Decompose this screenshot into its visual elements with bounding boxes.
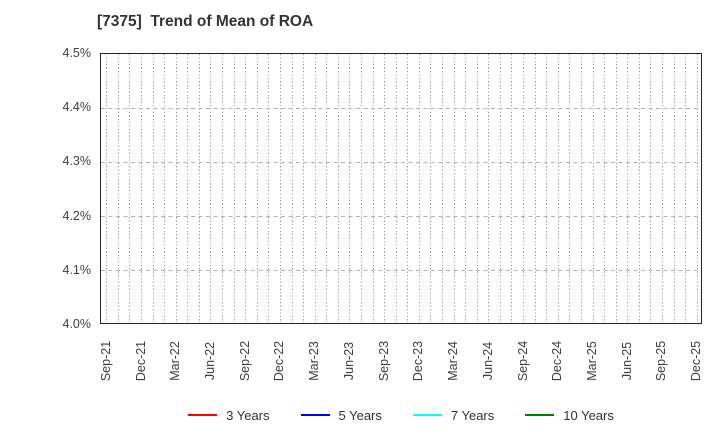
gridline-vertical [534,54,536,323]
gridline-vertical [337,54,339,323]
legend-label: 5 Years [338,407,382,423]
x-tick-label: Dec-21 [133,340,148,382]
gridline-vertical [418,54,420,323]
gridline-vertical [372,54,374,323]
gridline-vertical [661,54,663,323]
x-tick-label: Jun-25 [619,341,634,381]
y-tick-label: 4.0% [62,317,92,331]
gridline-vertical [222,54,224,323]
gridline-vertical [523,54,525,323]
gridline-vertical [164,54,166,323]
x-tick-label: Dec-24 [550,340,565,382]
gridline-vertical [465,54,467,323]
gridline-vertical [499,54,501,323]
x-tick-label: Sep-25 [654,340,669,382]
x-tick-label: Sep-23 [376,340,391,382]
gridline-vertical [268,54,270,323]
gridline-vertical [604,54,606,323]
legend-label: 7 Years [450,407,495,423]
gridline-vertical [152,54,154,323]
y-tick-label: 4.3% [62,154,92,169]
chart-title: [7375] Trend of Mean of ROA [97,13,314,30]
gridline-vertical [141,54,143,323]
gridline-vertical [696,54,698,323]
gridline-vertical [245,54,247,323]
gridline-vertical [557,54,559,323]
gridline-vertical [650,54,652,323]
legend-label: 10 Years [563,407,614,423]
gridline-vertical [615,54,617,323]
gridline-vertical [395,54,397,323]
x-tick-label: Sep-21 [98,340,113,382]
legend-line-icon [188,413,218,417]
gridline-vertical [303,54,305,323]
gridline-vertical [592,54,594,323]
x-tick-label: Sep-24 [515,340,530,382]
gridline-vertical [256,54,258,323]
gridline-vertical [326,54,328,323]
gridline-vertical [488,54,490,323]
gridline-vertical [407,54,409,323]
legend-item-5-years: 5 Years [300,407,382,423]
gridline-vertical [511,54,513,323]
y-tick-label: 4.2% [62,208,92,223]
legend: 3 Years 5 Years 7 Years 10 Years [100,404,702,426]
gridline-vertical [638,54,640,323]
gridline-vertical [569,54,571,323]
x-tick-label: Jun-24 [480,341,495,381]
gridline-vertical [106,54,108,323]
y-tick-label: 4.4% [62,100,92,115]
gridline-horizontal [101,161,701,163]
gridline-vertical [580,54,582,323]
gridline-vertical [384,54,386,323]
gridline-horizontal [101,216,701,218]
gridline-vertical [175,54,177,323]
y-tick-label: 4.1% [62,262,92,277]
x-tick-label: Dec-25 [689,340,704,382]
x-tick-label: Dec-22 [272,340,287,382]
gridline-vertical [187,54,189,323]
gridline-vertical [685,54,687,323]
gridline-vertical [430,54,432,323]
gridline-vertical [349,54,351,323]
legend-line-icon [412,413,442,417]
x-tick-label: Dec-23 [411,340,426,382]
legend-item-7-years: 7 Years [412,407,495,423]
gridline-vertical [129,54,131,323]
gridline-vertical [360,54,362,323]
gridline-vertical [198,54,200,323]
gridline-vertical [546,54,548,323]
x-tick-label: Mar-22 [168,341,183,381]
gridline-vertical [627,54,629,323]
gridline-vertical [442,54,444,323]
x-tick-label: Mar-24 [446,341,461,381]
gridline-vertical [210,54,212,323]
x-tick-label: Jun-23 [341,341,356,381]
legend-item-10-years: 10 Years [525,408,614,423]
gridline-horizontal [101,107,701,109]
gridline-vertical [233,54,235,323]
y-tick-label: 4.5% [62,46,92,60]
gridline-vertical [673,54,675,323]
gridline-vertical [291,54,293,323]
gridline-horizontal [101,270,701,272]
gridline-vertical [279,54,281,323]
gridline-vertical [476,54,478,323]
legend-line-icon [525,413,555,417]
x-tick-label: Sep-22 [237,340,252,382]
gridline-vertical [314,54,316,323]
x-tick-label: Mar-25 [585,341,599,381]
gridline-vertical [117,54,119,323]
gridline-vertical [453,54,455,323]
legend-item-3-years: 3 Years [188,407,270,423]
x-tick-label: Mar-23 [307,341,322,381]
legend-line-icon [300,413,330,417]
x-tick-label: Jun-22 [202,341,217,381]
plot-area [100,53,702,324]
legend-label: 3 Years [226,407,270,423]
